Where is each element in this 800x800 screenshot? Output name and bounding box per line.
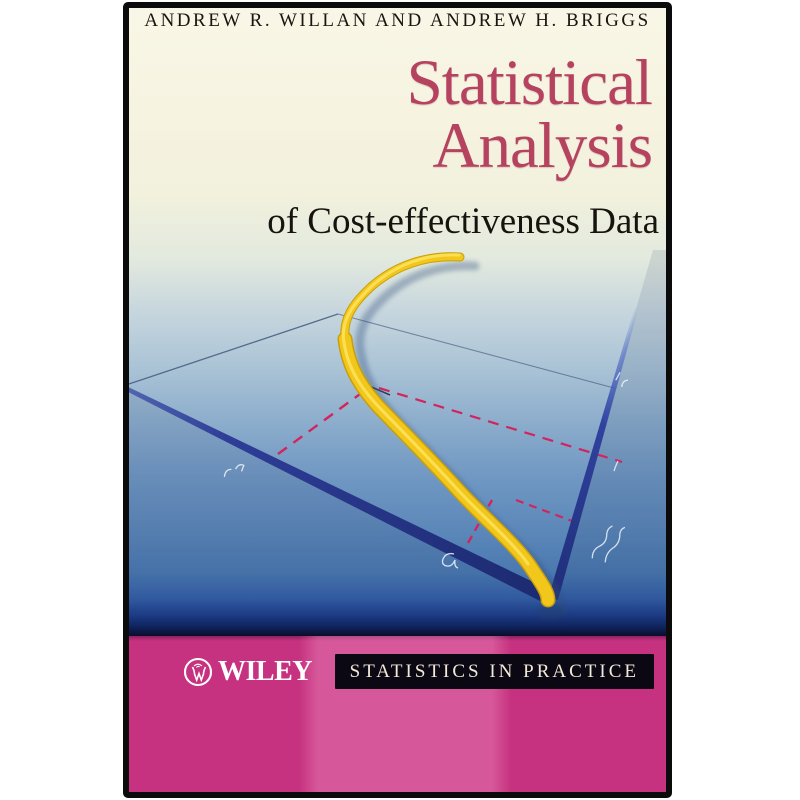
wiley-colophon-icon — [183, 657, 213, 686]
front-axis-edge — [129, 387, 552, 604]
annotation-tick — [613, 460, 619, 472]
plane-shading — [129, 250, 666, 636]
series-badge: STATISTICS IN PRACTICE — [334, 654, 654, 689]
annotation-front-axis — [441, 552, 459, 569]
annotation-left-axis — [223, 464, 245, 478]
book-cover: ANDREW R. WILLAN AND ANDREW H. BRIGGS St… — [123, 2, 672, 798]
curve-end-shadow — [536, 605, 566, 619]
cost-effectiveness-plane-illustration — [129, 249, 666, 636]
annotation-right-axis — [591, 525, 626, 563]
yellow-s-curve — [337, 252, 556, 608]
plane-axis-edges — [129, 249, 655, 604]
author-names: ANDREW R. WILLAN AND ANDREW H. BRIGGS — [144, 10, 651, 31]
publisher-row: WILEY STATISTICS IN PRACTICE — [129, 654, 666, 689]
book-title: Statistical Analysis — [406, 47, 654, 182]
right-axis-edge — [548, 249, 655, 600]
handwritten-annotations — [223, 371, 629, 569]
cover-art: ANDREW R. WILLAN AND ANDREW H. BRIGGS St… — [129, 8, 666, 636]
title-line-2: Analysis — [432, 110, 654, 182]
title-line-1: Statistical — [406, 47, 653, 119]
wiley-wordmark: WILEY — [218, 655, 312, 687]
publisher-band: WILEY STATISTICS IN PRACTICE — [129, 636, 666, 792]
book-subtitle: of Cost-effectiveness Data — [267, 201, 659, 242]
annotation-upper-right — [615, 371, 629, 388]
plane-back-edges — [129, 313, 615, 389]
wiley-logo: WILEY — [183, 655, 312, 687]
